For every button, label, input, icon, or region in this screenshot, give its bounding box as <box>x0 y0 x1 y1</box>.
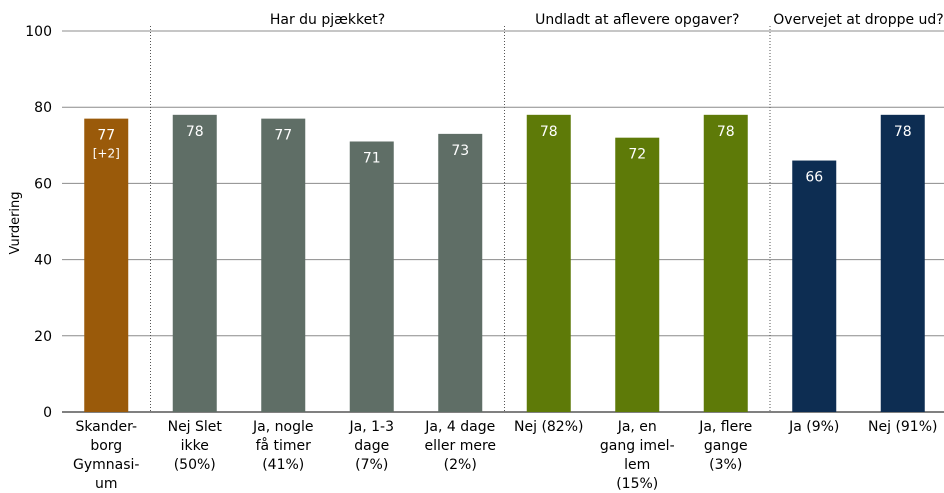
bar <box>792 160 837 412</box>
category-label: dage <box>354 438 389 454</box>
bar-value-label: 71 <box>363 150 381 166</box>
y-tick-label: 40 <box>34 253 52 269</box>
category-label: Nej (91%) <box>868 419 937 435</box>
group-separators <box>150 26 771 412</box>
bar <box>349 141 394 413</box>
bar-value-label: 78 <box>717 124 735 140</box>
y-tick-label: 60 <box>34 176 52 192</box>
bar <box>438 133 483 412</box>
bar-value-label: 78 <box>540 124 558 140</box>
bar <box>526 114 571 412</box>
category-labels: Skander-borg Gymnasi-um Nej Slet ikke (50%) J… <box>73 419 937 492</box>
bar-value-label: 78 <box>186 124 204 140</box>
category-label: Ja (9%) <box>788 419 839 435</box>
bar <box>703 114 748 412</box>
bar-sub-label: [+2] <box>93 147 120 161</box>
y-tick-label: 80 <box>34 100 52 116</box>
bars: 77 [+2] 78 77 71 73 78 72 78 66 78 <box>84 114 925 413</box>
category-label: (7%) <box>355 457 388 473</box>
bar <box>880 114 925 412</box>
category-label: Nej Slet <box>168 419 223 435</box>
y-tick-label: 100 <box>25 24 52 40</box>
category-label: (50%) <box>174 457 216 473</box>
y-tick-label: 0 <box>43 405 52 421</box>
bar-value-label: 78 <box>894 124 912 140</box>
category-label: Nej (82%) <box>514 419 583 435</box>
category-label: Ja, nogle <box>252 419 313 435</box>
group-title: Undladt at aflevere opgaver? <box>535 12 739 28</box>
category-label: lem <box>624 457 650 473</box>
category-label: ikke <box>181 438 209 454</box>
bar <box>84 118 129 412</box>
group-title: Overvejet at droppe ud? <box>773 12 943 28</box>
category-label: (41%) <box>262 457 304 473</box>
bar-value-label: 73 <box>451 143 469 159</box>
category-label: Skander- <box>75 419 137 435</box>
category-label: få timer <box>256 437 312 454</box>
category-label: eller mere <box>424 438 496 454</box>
category-label: gang imel- <box>600 438 675 454</box>
group-titles: Har du pjækket? Undladt at aflevere opgav… <box>270 12 944 28</box>
bar-value-label: 72 <box>628 147 646 163</box>
y-tick-label: 20 <box>34 329 52 345</box>
category-label: Ja, en <box>617 419 657 435</box>
category-label: Ja, 1-3 <box>349 419 394 435</box>
category-label: Ja, 4 dage <box>424 419 495 435</box>
category-label: (2%) <box>444 457 477 473</box>
bar-value-label: 77 <box>274 128 292 144</box>
category-label: borg <box>90 438 122 454</box>
category-label: gange <box>704 438 748 454</box>
bar-value-label: 77 <box>97 128 115 144</box>
y-axis-ticks: 0 20 40 60 80 100 <box>25 24 52 421</box>
bar <box>172 114 217 412</box>
category-label: (15%) <box>616 476 658 492</box>
category-label: Gymnasi- <box>73 457 139 473</box>
bar <box>615 137 660 412</box>
category-label: um <box>95 476 118 492</box>
bar-value-label: 66 <box>805 170 823 186</box>
y-axis-label: Vurdering <box>8 191 23 254</box>
category-label: Ja, flere <box>698 419 752 435</box>
bar <box>261 118 306 412</box>
category-label: (3%) <box>709 457 742 473</box>
group-title: Har du pjækket? <box>270 12 385 28</box>
